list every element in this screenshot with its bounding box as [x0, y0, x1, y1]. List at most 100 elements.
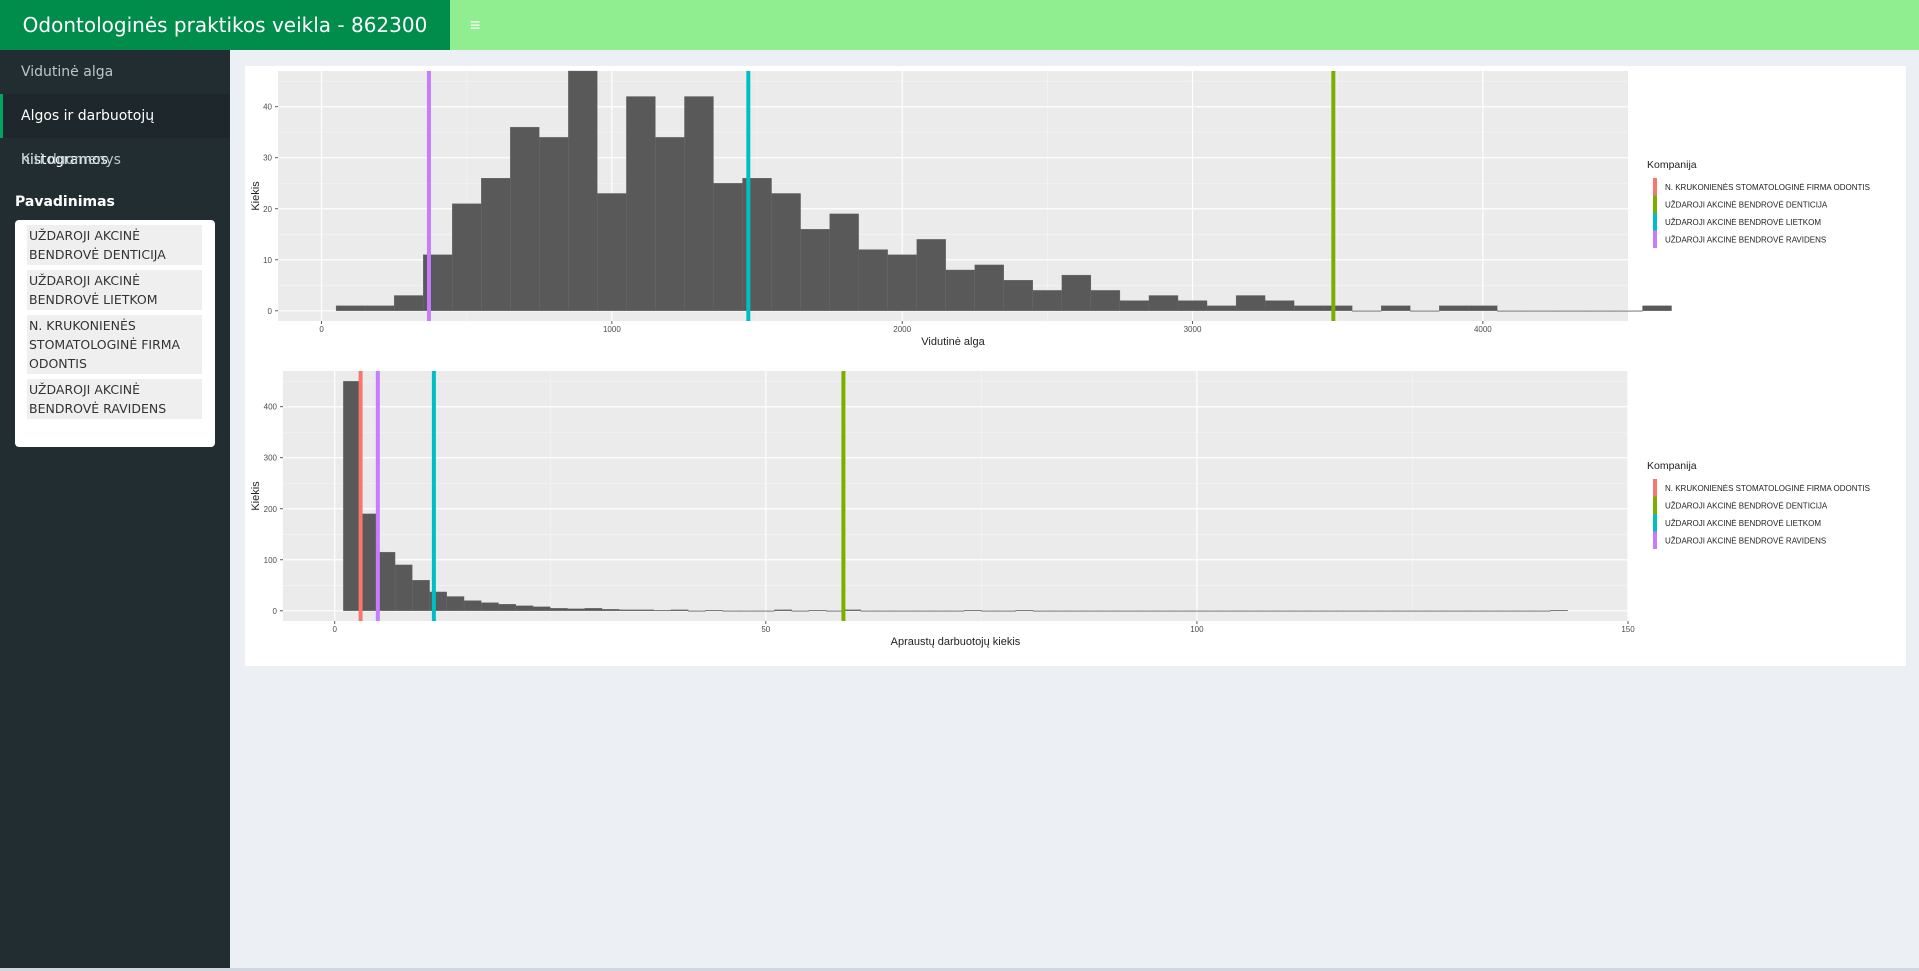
histogram-bar: [343, 381, 360, 611]
histogram-bar: [826, 611, 843, 612]
histogram-bar: [1102, 611, 1119, 612]
histogram-bar: [1257, 611, 1274, 612]
legend-key: [1653, 178, 1657, 196]
selected-option[interactable]: N. KRUKONIENĖS STOMATOLOGINĖ FIRMA ODONT…: [27, 315, 202, 374]
histogram-bar: [1464, 611, 1481, 612]
histogram-bar: [1292, 611, 1309, 612]
histogram-bar: [1381, 306, 1410, 311]
histogram-bar: [655, 137, 684, 310]
legend-label: N. KRUKONIENĖS STOMATOLOGINĖ FIRMA ODONT…: [1665, 484, 1870, 493]
x-tick-label: 0: [319, 325, 324, 334]
selected-option[interactable]: UŽDAROJI AKCINĖ BENDROVĖ LIETKOM: [27, 270, 202, 310]
histogram-bar: [1323, 306, 1352, 311]
x-tick-label: 2000: [893, 325, 911, 334]
histogram-bar: [1499, 611, 1516, 612]
sidebar-item-histogramos[interactable]: Algos ir darbuotojų histogramos: [0, 94, 230, 138]
histogram-bar: [626, 97, 655, 311]
y-tick-label: 0: [273, 607, 278, 616]
legend-key: [1653, 196, 1657, 214]
x-tick-label: 4000: [1474, 325, 1492, 334]
histogram-bar: [1149, 295, 1178, 310]
histogram-bar: [946, 270, 975, 311]
histogram-bar: [671, 610, 688, 611]
histogram-bar: [878, 611, 895, 612]
selected-option[interactable]: UŽDAROJI AKCINĖ BENDROVĖ DENTICIJA: [27, 225, 202, 265]
histogram-bar: [533, 607, 550, 611]
histogram-bar: [1004, 280, 1033, 311]
histogram-bar: [1206, 611, 1223, 612]
legend-label: UŽDAROJI AKCINĖ BENDROVĖ LIETKOM: [1665, 218, 1821, 227]
y-tick-label: 10: [263, 256, 272, 265]
histogram-bar: [792, 611, 809, 612]
histogram-bar: [464, 601, 481, 611]
histogram-bar: [684, 97, 713, 311]
histogram-bar: [1410, 311, 1439, 312]
histogram-bar: [774, 610, 791, 611]
histogram-bar: [859, 250, 888, 311]
y-tick-label: 100: [264, 556, 278, 565]
histogram-bar: [1137, 611, 1154, 612]
histogram-bar: [394, 295, 423, 310]
histogram-bar: [1120, 301, 1149, 311]
y-tick-label: 30: [263, 154, 272, 163]
histogram-bar: [636, 610, 653, 611]
histogram-bar: [975, 265, 1004, 311]
legend-label: N. KRUKONIENĖS STOMATOLOGINĖ FIRMA ODONT…: [1665, 183, 1870, 192]
charts-panel: 0 1000 2000 3000 4000 0 10 20 30 40 Vidutinė alga K…: [245, 66, 1906, 666]
legend-title: Kompanija: [1647, 159, 1697, 171]
histogram-bar: [1533, 611, 1550, 612]
histogram-bar: [654, 610, 671, 611]
legend-label: UŽDAROJI AKCINĖ BENDROVĖ LIETKOM: [1665, 519, 1821, 528]
x-tick-label: 50: [761, 625, 770, 634]
histogram-bar: [930, 611, 947, 612]
histogram-bar: [1326, 611, 1343, 612]
histogram-bar: [757, 611, 774, 612]
histogram-bar: [1555, 311, 1584, 312]
legend-label: UŽDAROJI AKCINĖ BENDROVĖ DENTICIJA: [1665, 201, 1828, 210]
histogram-bar: [1550, 610, 1567, 611]
histogram-bar: [516, 606, 533, 611]
y-axis-label: Kiekis: [250, 481, 262, 511]
sidebar-item-kiti-duomenys[interactable]: Kiti duomenys: [0, 138, 230, 182]
hamburger-icon[interactable]: ≡: [462, 0, 489, 50]
employees-histogram: 0 50 100 150 0 100 200 300 400 Apraustų darbuotoj…: [245, 366, 1906, 666]
histogram-bar: [568, 609, 585, 611]
histogram-bar: [723, 611, 740, 612]
selected-option[interactable]: UŽDAROJI AKCINĖ BENDROVĖ RAVIDENS: [27, 379, 202, 419]
histogram-bar: [912, 611, 929, 612]
histogram-bar: [947, 611, 964, 612]
x-axis-label: Apraustų darbuotojų kiekis: [891, 636, 1021, 648]
y-tick-label: 300: [264, 454, 278, 463]
histogram-bar: [1091, 290, 1120, 310]
histogram-bar: [895, 611, 912, 612]
histogram-bar: [1265, 301, 1294, 311]
legend-key: [1653, 514, 1657, 532]
histogram-bar: [830, 214, 859, 311]
histogram-bar: [447, 597, 464, 611]
y-tick-label: 40: [263, 103, 272, 112]
histogram-bar: [539, 137, 568, 310]
company-multiselect[interactable]: UŽDAROJI AKCINĖ BENDROVĖ DENTICIJA UŽDAR…: [15, 220, 215, 447]
histogram-bar: [1412, 611, 1429, 612]
x-axis-label: Vidutinė alga: [921, 336, 985, 348]
histogram-bar: [1240, 611, 1257, 612]
histogram-bar: [1430, 611, 1447, 612]
histogram-bar: [809, 610, 826, 611]
histogram-bar: [1395, 611, 1412, 612]
histogram-bar: [1526, 311, 1555, 312]
histogram-bar: [481, 178, 510, 311]
histogram-bar: [801, 229, 830, 311]
histogram-bar: [452, 204, 481, 311]
legend-key: [1653, 497, 1657, 515]
histogram-bar: [336, 306, 365, 311]
histogram-bar: [705, 610, 722, 611]
x-tick-label: 150: [1621, 625, 1635, 634]
header-bar: Odontologinės praktikos veikla - 862300 …: [0, 0, 1919, 50]
histogram-bar: [964, 610, 981, 611]
sidebar-item-vidutine-alga[interactable]: Vidutinė alga: [0, 50, 230, 94]
y-tick-label: 200: [264, 505, 278, 514]
histogram-bar: [981, 611, 998, 612]
y-tick-label: 0: [268, 307, 273, 316]
histogram-bar: [843, 610, 860, 611]
y-axis-label: Kiekis: [250, 181, 262, 211]
